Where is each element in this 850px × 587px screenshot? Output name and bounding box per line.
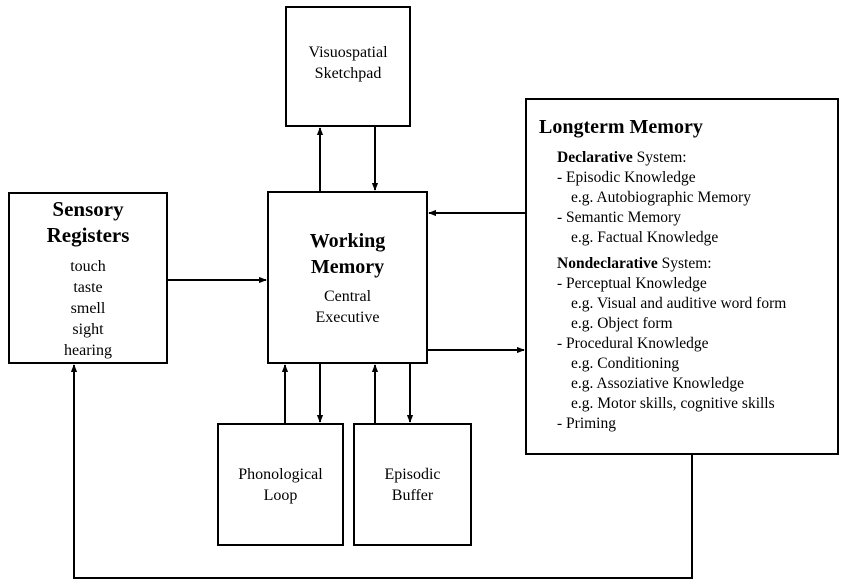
procedural-knowledge-example: e.g. Conditioning (571, 355, 680, 372)
visuospatial-sketchpad-box: Visuospatial Sketchpad (285, 6, 411, 127)
priming-item: - Priming (557, 415, 616, 432)
longterm-memory-box: Longterm Memory Declarative System: - Ep… (525, 98, 839, 455)
central-executive-label: Central Executive (315, 287, 380, 326)
sensory-item: taste (73, 278, 103, 296)
perceptual-knowledge-example: e.g. Object form (571, 315, 673, 332)
working-memory-title: Working Memory (309, 229, 386, 278)
working-memory-box: Working Memory Central Executive (267, 191, 428, 364)
perceptual-knowledge-example: e.g. Visual and auditive word form (571, 295, 787, 312)
sensory-registers-title: Sensory Registers (46, 196, 130, 247)
phonological-label-line1: Phonological (238, 465, 323, 483)
nondeclarative-system-heading: Nondeclarative System: (557, 255, 712, 272)
episodic-buffer-label-line2: Buffer (391, 486, 434, 504)
procedural-knowledge-item: - Procedural Knowledge (557, 335, 709, 352)
sensory-item: hearing (64, 341, 112, 359)
sensory-item: smell (70, 299, 106, 317)
episodic-buffer-box: Episodic Buffer (353, 423, 472, 546)
sensory-item: touch (70, 257, 106, 275)
semantic-memory-item: - Semantic Memory (557, 209, 681, 226)
phonological-label-line2: Loop (263, 486, 298, 504)
sensory-item: sight (72, 320, 104, 338)
longterm-memory-title: Longterm Memory (539, 116, 703, 138)
arrow-longterm-to-sensory (70, 364, 693, 579)
procedural-knowledge-example: e.g. Motor skills, cognitive skills (571, 395, 775, 412)
perceptual-knowledge-item: - Perceptual Knowledge (557, 275, 707, 292)
visuospatial-label-line1: Visuospatial (308, 43, 388, 61)
declarative-system-heading: Declarative System: (557, 149, 687, 166)
procedural-knowledge-example: e.g. Assoziative Knowledge (571, 375, 745, 392)
visuospatial-label-line2: Sketchpad (314, 64, 382, 82)
phonological-loop-box: Phonological Loop (217, 423, 344, 546)
episodic-buffer-label-line1: Episodic (384, 465, 441, 483)
episodic-knowledge-item: - Episodic Knowledge (557, 169, 696, 186)
semantic-memory-example: e.g. Factual Knowledge (571, 229, 719, 246)
episodic-knowledge-example: e.g. Autobiographic Memory (571, 189, 751, 206)
sensory-items: touch taste smell sight hearing (64, 256, 112, 361)
sensory-registers-box: Sensory Registers touch taste smell sigh… (8, 192, 168, 364)
